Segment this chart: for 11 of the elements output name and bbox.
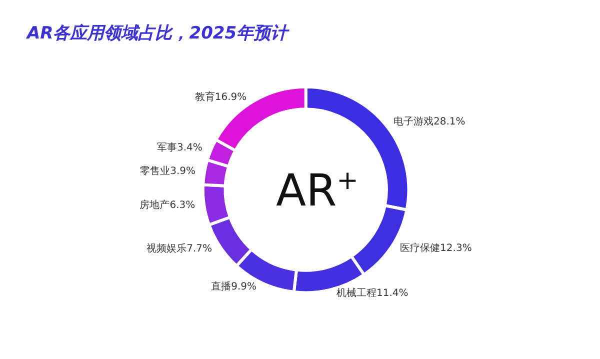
slice-label: 视频娱乐7.7% (146, 242, 212, 255)
slice-label: 直播9.9% (211, 280, 256, 293)
slice-label: 教育16.9% (194, 91, 247, 104)
slice-label: 军事3.4% (157, 142, 202, 154)
slice-label: 房地产6.3% (140, 199, 196, 212)
slice-label: 零售业3.9% (140, 165, 196, 178)
text: AR+ (276, 166, 358, 216)
slice-label: 机械工程11.4% (336, 287, 408, 300)
chart-title: AR各应用领域占比，2025年预计 (25, 24, 291, 44)
slice-label: 电子游戏28.1% (393, 115, 466, 128)
slice-label: 医疗保健12.3% (400, 242, 472, 254)
